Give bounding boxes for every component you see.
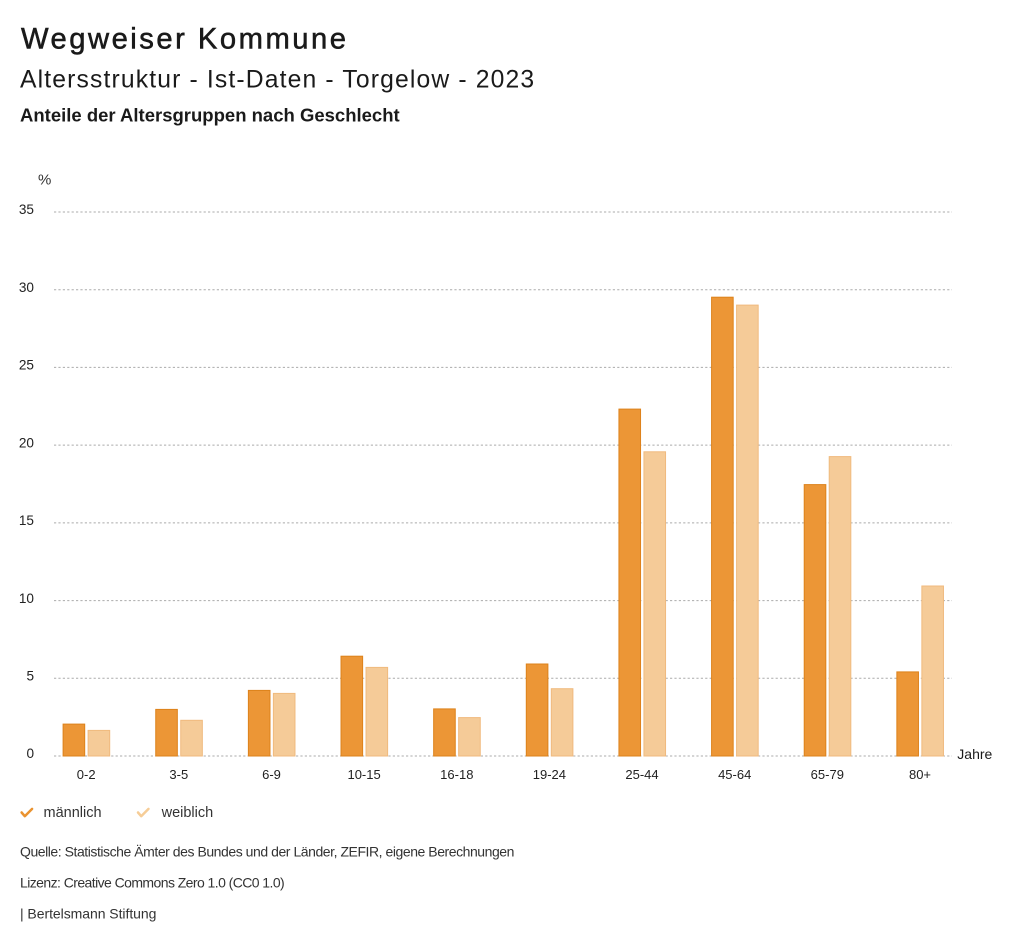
svg-text:weiblich: weiblich bbox=[161, 805, 214, 821]
svg-text:20: 20 bbox=[19, 435, 35, 450]
svg-text:19-24: 19-24 bbox=[533, 767, 566, 782]
svg-text:6-9: 6-9 bbox=[262, 767, 281, 782]
svg-text:5: 5 bbox=[26, 669, 34, 684]
svg-text:Altersstruktur - Ist-Daten - T: Altersstruktur - Ist-Daten - Torgelow - … bbox=[20, 67, 535, 94]
svg-text:Anteile der Altersgruppen nach: Anteile der Altersgruppen nach Geschlech… bbox=[20, 104, 400, 125]
svg-text:45-64: 45-64 bbox=[718, 767, 751, 782]
svg-text:0: 0 bbox=[26, 746, 34, 761]
svg-text:Jahre: Jahre bbox=[957, 746, 992, 762]
svg-text:25: 25 bbox=[19, 358, 34, 373]
svg-text:15: 15 bbox=[19, 513, 34, 528]
svg-text:| Bertelsmann Stiftung: | Bertelsmann Stiftung bbox=[20, 905, 156, 921]
svg-text:25-44: 25-44 bbox=[625, 767, 658, 782]
svg-text:Wegweiser Kommune: Wegweiser Kommune bbox=[21, 24, 348, 56]
svg-text:Lizenz: Creative Commons Zero: Lizenz: Creative Commons Zero 1.0 (CC0 1… bbox=[20, 874, 284, 890]
svg-text:3-5: 3-5 bbox=[169, 767, 188, 782]
svg-text:80+: 80+ bbox=[909, 767, 931, 782]
svg-text:16-18: 16-18 bbox=[440, 767, 473, 782]
svg-text:Quelle: Statistische Ämter des: Quelle: Statistische Ämter des Bundes un… bbox=[20, 843, 514, 859]
svg-text:10: 10 bbox=[19, 591, 35, 606]
svg-text:männlich: männlich bbox=[44, 805, 102, 821]
svg-text:65-79: 65-79 bbox=[811, 767, 844, 782]
svg-text:0-2: 0-2 bbox=[77, 767, 96, 782]
svg-text:30: 30 bbox=[19, 280, 35, 295]
svg-text:%: % bbox=[38, 172, 51, 189]
svg-text:10-15: 10-15 bbox=[347, 767, 380, 782]
svg-text:35: 35 bbox=[19, 202, 34, 217]
